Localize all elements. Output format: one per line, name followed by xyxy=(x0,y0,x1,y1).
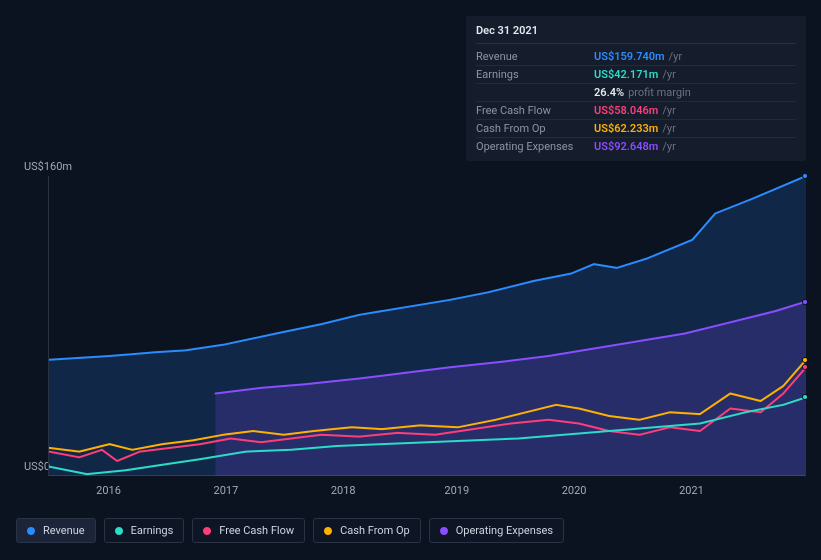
tooltip-row-suffix: /yr xyxy=(662,140,675,153)
x-axis-tick: 2016 xyxy=(96,484,121,497)
tooltip-row-label: Free Cash Flow xyxy=(476,104,594,117)
x-axis-tick: 2018 xyxy=(331,484,356,497)
y-axis-bottom-label: US$0 xyxy=(24,460,50,473)
legend-item-label: Revenue xyxy=(43,524,85,537)
legend-swatch-icon xyxy=(440,527,448,535)
legend-item[interactable]: Operating Expenses xyxy=(429,518,564,543)
x-axis-tick: 2017 xyxy=(214,484,239,497)
series-end-marker xyxy=(802,357,808,363)
legend-item-label: Earnings xyxy=(131,524,174,537)
tooltip-row: Cash From OpUS$62.233m/yr xyxy=(476,120,796,138)
tooltip-row-suffix: profit margin xyxy=(628,86,691,99)
legend-swatch-icon xyxy=(27,527,35,535)
tooltip-row-suffix: /yr xyxy=(662,68,675,81)
tooltip-row-value: US$42.171m xyxy=(594,68,658,81)
x-axis-tick: 2019 xyxy=(444,484,469,497)
legend-item[interactable]: Free Cash Flow xyxy=(192,518,305,543)
tooltip-row-label: Cash From Op xyxy=(476,122,594,135)
chart-legend: Revenue Earnings Free Cash Flow Cash From O… xyxy=(16,518,564,543)
y-axis-top-label: US$160m xyxy=(24,160,72,173)
tooltip-row-suffix: /yr xyxy=(662,104,675,117)
chart-tooltip: Dec 31 2021 RevenueUS$159.740m/yrEarning… xyxy=(466,16,806,161)
series-end-marker xyxy=(802,173,808,179)
tooltip-row-suffix: /yr xyxy=(662,122,675,135)
legend-item[interactable]: Earnings xyxy=(104,518,185,543)
series-end-marker xyxy=(802,394,808,400)
tooltip-row-value: US$159.740m xyxy=(594,50,665,63)
tooltip-row-suffix: /yr xyxy=(669,50,682,63)
series-end-marker xyxy=(802,299,808,305)
tooltip-row: 26.4% profit margin xyxy=(476,84,796,102)
tooltip-row: RevenueUS$159.740m/yr xyxy=(476,48,796,66)
tooltip-row-label: Revenue xyxy=(476,50,594,63)
tooltip-row-label: Operating Expenses xyxy=(476,140,594,153)
x-axis-tick: 2020 xyxy=(562,484,587,497)
x-axis-tick: 2021 xyxy=(679,484,704,497)
tooltip-row: Free Cash FlowUS$58.046m/yr xyxy=(476,102,796,120)
legend-swatch-icon xyxy=(115,527,123,535)
legend-item[interactable]: Revenue xyxy=(16,518,96,543)
legend-item-label: Operating Expenses xyxy=(456,524,553,537)
tooltip-row-value: US$58.046m xyxy=(594,104,658,117)
x-axis-ticks: 2016 2017 2018 2019 2020 2021 xyxy=(48,484,805,498)
series-end-marker xyxy=(802,364,808,370)
legend-swatch-icon xyxy=(324,527,332,535)
legend-item-label: Free Cash Flow xyxy=(219,524,294,537)
tooltip-title: Dec 31 2021 xyxy=(476,24,796,44)
tooltip-row-label: Earnings xyxy=(476,68,594,81)
legend-item-label: Cash From Op xyxy=(340,524,410,537)
tooltip-row: EarningsUS$42.171m/yr xyxy=(476,66,796,84)
chart-area[interactable] xyxy=(48,176,805,476)
chart-svg xyxy=(49,176,806,476)
legend-swatch-icon xyxy=(203,527,211,535)
tooltip-row-value: US$92.648m xyxy=(594,140,658,153)
legend-item[interactable]: Cash From Op xyxy=(313,518,421,543)
tooltip-row: Operating ExpensesUS$92.648m/yr xyxy=(476,138,796,155)
tooltip-row-value: 26.4% xyxy=(594,86,624,99)
tooltip-row-value: US$62.233m xyxy=(594,122,658,135)
